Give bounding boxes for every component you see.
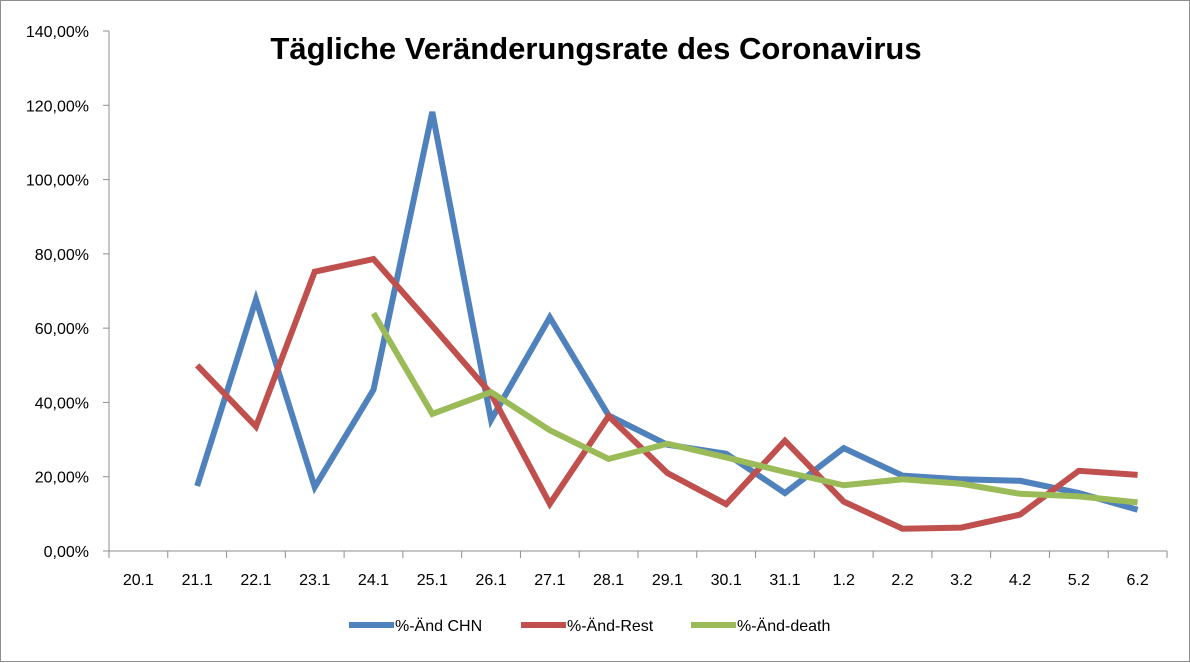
x-tick-label: 22.1 (240, 572, 271, 589)
y-tick-label: 120,00% (26, 98, 89, 115)
legend-label: %-Änd-death (737, 617, 830, 635)
legend: %-Änd CHN %-Änd-Rest %-Änd-death (349, 617, 830, 635)
x-tick-label: 30.1 (711, 572, 742, 589)
y-tick-label: 140,00% (26, 24, 89, 41)
series-line-2 (195, 255, 1138, 532)
x-tick-label: 24.1 (358, 572, 389, 589)
series-line-3 (370, 311, 1138, 506)
y-tick-label: 0,00% (44, 544, 89, 561)
legend-label: %-Änd-Rest (567, 617, 654, 635)
chart-title: Tägliche Veränderungsrate des Coronaviru… (270, 31, 921, 66)
x-tick-label: 31.1 (769, 572, 800, 589)
x-tick-label: 29.1 (652, 572, 683, 589)
x-tick-label: 2.2 (891, 572, 913, 589)
x-tick-label: 21.1 (182, 572, 213, 589)
x-tick-label: 25.1 (417, 572, 448, 589)
series-line-1 (194, 111, 1139, 513)
axes: 0,00% 20,00% 40,00% 60,00% 80,00% 100,00% 120,… (26, 24, 1168, 589)
y-tick-label: 80,00% (35, 247, 89, 264)
x-tick-label: 20.1 (123, 572, 154, 589)
x-tick-label: 26.1 (475, 572, 506, 589)
x-tick-label: 1.2 (833, 572, 855, 589)
x-tick-label: 6.2 (1126, 572, 1148, 589)
x-tick-label: 4.2 (1009, 572, 1031, 589)
y-tick-label: 40,00% (35, 395, 89, 412)
y-tick-label: 20,00% (35, 470, 89, 487)
x-tick-label: 5.2 (1068, 572, 1090, 589)
x-tick-label: 23.1 (299, 572, 330, 589)
x-tick-label: 3.2 (950, 572, 972, 589)
y-tick-label: 100,00% (26, 173, 89, 190)
series-lines (194, 111, 1139, 532)
legend-label: %-Änd CHN (395, 617, 482, 635)
y-tick-label: 60,00% (35, 321, 89, 338)
x-tick-label: 28.1 (593, 572, 624, 589)
x-tick-label: 27.1 (534, 572, 565, 589)
